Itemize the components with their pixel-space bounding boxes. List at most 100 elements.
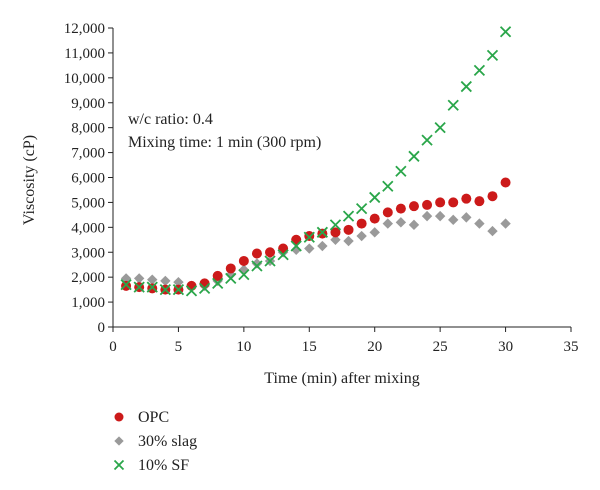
point-opc bbox=[500, 177, 511, 188]
point-10pct-sf bbox=[342, 210, 355, 222]
point-10pct-sf bbox=[212, 277, 224, 290]
point-opc bbox=[343, 224, 354, 235]
point-10pct-sf bbox=[303, 231, 315, 243]
y-tick-label: 0 bbox=[98, 320, 106, 336]
point-10pct-sf bbox=[434, 122, 446, 134]
point-opc bbox=[330, 227, 341, 238]
point-10pct-sf bbox=[316, 226, 329, 238]
point-10pct-sf bbox=[225, 272, 237, 285]
annotation-wc-ratio: w/c ratio: 0.4 bbox=[128, 111, 213, 128]
point-10pct-sf bbox=[486, 49, 499, 62]
point-opc bbox=[265, 247, 276, 258]
point-30pct-slag bbox=[160, 275, 171, 287]
y-tick-label: 5,000 bbox=[71, 195, 105, 211]
point-opc bbox=[461, 193, 472, 204]
y-tick-label: 7,000 bbox=[71, 146, 105, 162]
legend-label-10pct-sf: 10% SF bbox=[138, 457, 189, 474]
x-tick-label: 35 bbox=[564, 339, 579, 355]
legend-label-opc: OPC bbox=[138, 409, 169, 426]
point-10pct-sf bbox=[264, 255, 276, 267]
x-tick-label: 20 bbox=[367, 339, 382, 355]
point-10pct-sf bbox=[395, 165, 407, 177]
point-10pct-sf bbox=[421, 134, 433, 146]
point-opc bbox=[251, 248, 262, 259]
point-30pct-slag bbox=[330, 234, 341, 245]
point-10pct-sf bbox=[146, 281, 158, 293]
point-opc bbox=[408, 201, 419, 212]
x-tick-label: 25 bbox=[433, 339, 448, 355]
point-opc bbox=[186, 280, 197, 291]
point-30pct-slag bbox=[133, 273, 145, 284]
point-opc bbox=[369, 213, 380, 224]
point-10pct-sf bbox=[133, 281, 145, 293]
y-tick-label: 4,000 bbox=[71, 220, 105, 236]
y-tick-label: 12,000 bbox=[64, 21, 105, 37]
point-30pct-slag bbox=[461, 212, 472, 223]
y-ticks: 0 1,000 2,000 3,000 4,000 5,000 6,000 7,000 8,00… bbox=[64, 21, 113, 336]
point-10pct-sf bbox=[329, 219, 342, 231]
y-tick-label: 1,000 bbox=[71, 295, 105, 311]
point-30pct-slag bbox=[421, 210, 433, 222]
point-10pct-sf bbox=[120, 279, 132, 291]
point-10pct-sf bbox=[238, 269, 250, 281]
point-30pct-slag bbox=[448, 214, 459, 226]
y-tick-label: 9,000 bbox=[71, 96, 105, 112]
y-axis-title: Viscosity (cP) bbox=[21, 135, 38, 225]
point-30pct-slag bbox=[369, 227, 380, 238]
y-tick-label: 2,000 bbox=[71, 270, 105, 286]
point-30pct-slag bbox=[356, 230, 367, 242]
point-30pct-slag bbox=[304, 243, 315, 254]
x-axis-title: Time (min) after mixing bbox=[264, 370, 419, 387]
x-tick-label: 0 bbox=[109, 339, 117, 355]
point-30pct-slag bbox=[291, 244, 302, 255]
point-10pct-sf bbox=[172, 283, 185, 296]
point-30pct-slag bbox=[147, 274, 158, 285]
legend: OPC 30% slag 10% SF bbox=[113, 409, 197, 474]
point-10pct-sf bbox=[369, 191, 381, 204]
point-30pct-slag bbox=[317, 240, 328, 252]
point-30pct-slag bbox=[173, 276, 184, 288]
x-tick-label: 10 bbox=[236, 339, 251, 355]
point-30pct-slag bbox=[251, 258, 263, 269]
point-opc bbox=[395, 203, 406, 214]
y-tick-label: 11,000 bbox=[64, 46, 105, 62]
point-30pct-slag bbox=[474, 218, 485, 229]
legend-marker-30pct-slag bbox=[114, 436, 124, 446]
point-10pct-sf bbox=[185, 285, 198, 297]
point-10pct-sf bbox=[447, 99, 459, 111]
point-opc bbox=[238, 255, 249, 266]
y-tick-label: 8,000 bbox=[71, 121, 105, 137]
annotation-mixing-time: Mixing time: 1 min (300 rpm) bbox=[128, 134, 321, 151]
point-10pct-sf bbox=[290, 240, 302, 252]
point-30pct-slag bbox=[434, 210, 446, 222]
point-opc bbox=[212, 270, 223, 281]
point-opc bbox=[382, 207, 393, 218]
x-tick-label: 30 bbox=[498, 339, 513, 355]
point-10pct-sf bbox=[382, 180, 394, 192]
point-30pct-slag bbox=[395, 217, 407, 228]
point-10pct-sf bbox=[198, 282, 211, 295]
point-30pct-slag bbox=[382, 218, 393, 229]
point-opc bbox=[422, 199, 433, 210]
point-opc bbox=[435, 197, 446, 208]
y-tick-label: 3,000 bbox=[71, 245, 105, 261]
point-10pct-sf bbox=[408, 150, 420, 162]
legend-marker-10pct-sf bbox=[113, 459, 125, 471]
y-tick-label: 6,000 bbox=[71, 171, 105, 187]
point-10pct-sf bbox=[499, 26, 512, 38]
series-30pct-slag bbox=[120, 210, 511, 292]
point-opc bbox=[487, 191, 498, 202]
series-opc bbox=[121, 177, 511, 295]
point-opc bbox=[225, 263, 236, 274]
point-opc bbox=[474, 196, 485, 207]
point-10pct-sf bbox=[473, 64, 486, 76]
point-opc bbox=[356, 218, 367, 229]
point-10pct-sf bbox=[159, 283, 171, 296]
y-tick-label: 10,000 bbox=[64, 71, 105, 87]
point-30pct-slag bbox=[500, 218, 511, 229]
point-opc bbox=[448, 197, 459, 208]
point-10pct-sf bbox=[251, 260, 263, 272]
series-10pct-sf bbox=[120, 26, 512, 297]
legend-marker-opc bbox=[114, 412, 124, 422]
